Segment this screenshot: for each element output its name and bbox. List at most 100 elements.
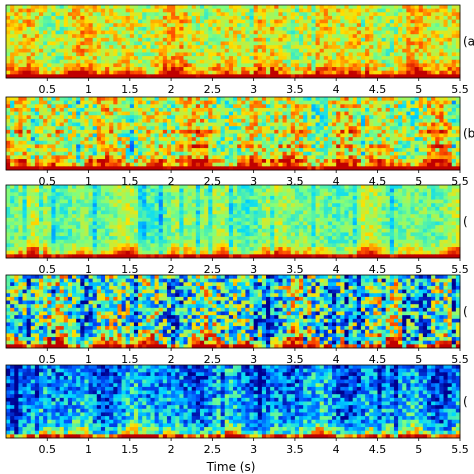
spectrogram-cell [208, 166, 213, 171]
spectrogram-cell [187, 12, 193, 17]
spectrogram-cell [191, 34, 197, 39]
spectrogram-cell [100, 133, 106, 138]
spectrogram-cell [125, 19, 131, 24]
spectrogram-cell [253, 48, 259, 53]
spectrogram-cell [63, 97, 69, 102]
spectrogram-cell [224, 104, 230, 109]
spectrogram-cell [455, 133, 461, 138]
spectrogram-cell [406, 155, 411, 160]
spectrogram-cell [435, 48, 440, 53]
spectrogram-cell [187, 133, 193, 138]
spectrogram-cell [237, 74, 242, 79]
spectrogram-cell [303, 52, 308, 57]
spectrogram-cell [80, 162, 85, 167]
spectrogram-cell [228, 140, 234, 145]
spectrogram-cell [142, 63, 147, 68]
spectrogram-cell [414, 74, 420, 79]
spectrogram-cell [224, 126, 230, 131]
spectrogram-cell [261, 104, 267, 109]
spectrogram-cell [257, 19, 263, 24]
spectrogram-cell [261, 74, 267, 79]
spectrogram-cell [63, 56, 69, 61]
spectrogram-cell [220, 104, 226, 109]
spectrogram-cell [183, 129, 188, 134]
spectrogram-cell [439, 56, 444, 61]
spectrogram-cell [282, 122, 288, 127]
spectrogram-cell [129, 97, 135, 102]
spectrogram-cell [105, 23, 110, 28]
spectrogram-cell [418, 144, 424, 149]
spectrogram-cell [109, 199, 114, 204]
spectrogram-cell [100, 74, 106, 79]
spectrogram-cell [451, 41, 457, 46]
spectrogram-cell [253, 159, 259, 164]
spectrogram-cell [414, 118, 420, 123]
spectrogram-cell [398, 111, 403, 116]
spectrogram-cell [360, 159, 366, 164]
spectrogram-cell [307, 126, 312, 131]
x-tick-label: 4 [333, 83, 340, 96]
spectrogram-cell [67, 129, 73, 134]
spectrogram-cell [117, 107, 122, 112]
spectrogram-cell [336, 126, 341, 131]
spectrogram-cell [117, 5, 122, 10]
spectrogram-cell [34, 12, 40, 17]
spectrogram-cell [18, 59, 23, 64]
spectrogram-cell [212, 63, 217, 68]
spectrogram-cell [55, 107, 61, 112]
spectrogram-cell [377, 195, 382, 200]
spectrogram-cell [323, 41, 329, 46]
spectrogram-cell [39, 30, 44, 35]
spectrogram-cell [294, 188, 300, 193]
spectrogram-cell [154, 74, 160, 79]
spectrogram-cell [199, 166, 205, 171]
spectrogram-cell [220, 67, 226, 72]
spectrogram-cell [18, 37, 23, 42]
spectrogram-cell [166, 30, 172, 35]
spectrogram-cell [113, 41, 118, 46]
spectrogram-cell [133, 111, 139, 116]
spectrogram-cell [431, 162, 436, 167]
spectrogram-cell [224, 56, 230, 61]
spectrogram-cell [84, 162, 89, 167]
spectrogram-cell [39, 129, 44, 134]
spectrogram-cell [26, 41, 32, 46]
spectrogram-cell [138, 166, 143, 171]
spectrogram-cell [175, 148, 180, 153]
spectrogram-cell [261, 140, 267, 145]
spectrogram-cell [129, 122, 135, 127]
spectrogram-cell [323, 118, 329, 123]
spectrogram-cell [294, 192, 300, 197]
spectrogram-cell [88, 97, 94, 102]
spectrogram-cell [216, 5, 222, 10]
spectrogram-cell [435, 148, 440, 153]
spectrogram-cell [199, 12, 205, 17]
spectrogram-cell [389, 122, 395, 127]
spectrogram-cell [166, 188, 172, 193]
spectrogram-cell [84, 155, 89, 160]
spectrogram-cell [311, 56, 316, 61]
spectrogram-cell [245, 74, 250, 79]
spectrogram-cell [418, 185, 424, 190]
spectrogram-cell [299, 195, 304, 200]
spectrogram-cell [117, 48, 122, 53]
spectrogram-cell [10, 188, 15, 193]
spectrogram-cell [154, 162, 160, 167]
spectrogram-cell [377, 12, 382, 17]
spectrogram-cell [406, 67, 411, 72]
spectrogram-cell [303, 162, 308, 167]
spectrogram-cell [332, 107, 337, 112]
spectrogram-cell [439, 195, 444, 200]
spectrogram-cell [365, 111, 370, 116]
spectrogram-cell [356, 151, 362, 156]
spectrogram-cell [199, 26, 205, 31]
spectrogram-cell [14, 192, 19, 197]
spectrogram-cell [72, 104, 77, 109]
spectrogram-cell [332, 118, 337, 123]
spectrogram-cell [393, 118, 399, 123]
spectrogram-cell [253, 5, 259, 10]
spectrogram-cell [26, 19, 32, 24]
spectrogram-cell [319, 59, 325, 64]
spectrogram-cell [51, 199, 56, 204]
spectrogram-cell [39, 155, 44, 160]
